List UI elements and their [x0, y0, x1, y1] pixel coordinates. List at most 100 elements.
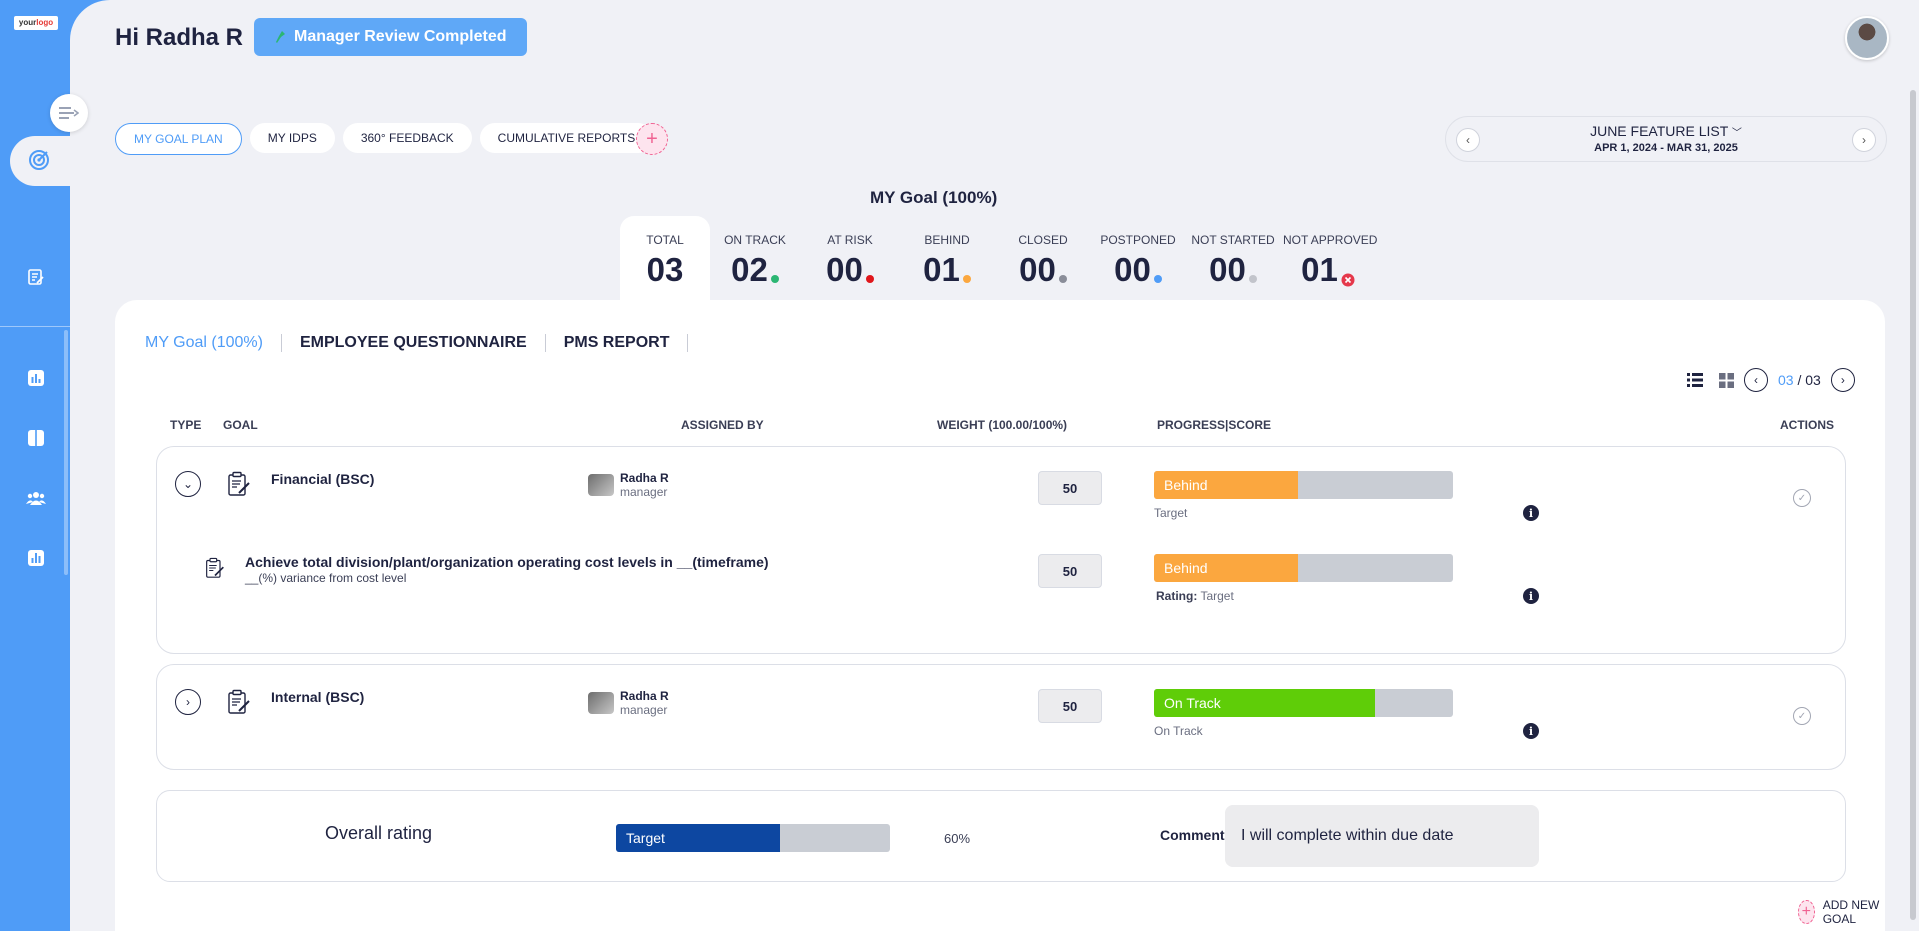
goal-heading: MY Goal (100%)	[870, 188, 998, 207]
col-weight: WEIGHT (100.00/100%)	[937, 418, 1068, 432]
list-view-icon[interactable]	[1687, 373, 1703, 387]
expand-button[interactable]: ›	[175, 689, 201, 715]
sidebar-item-goals[interactable]	[10, 136, 80, 186]
assignee-avatar	[588, 692, 614, 714]
grid-view-icon[interactable]	[1719, 372, 1734, 388]
progress-bar: On Track	[1154, 689, 1453, 717]
page-prev-button[interactable]: ‹	[1744, 368, 1768, 392]
users-icon	[26, 492, 46, 505]
subtab-employee-questionnaire[interactable]: EMPLOYEE QUESTIONNAIRE	[282, 334, 546, 352]
goal-type-icon	[228, 689, 250, 714]
subtab-pms-report[interactable]: PMS REPORT	[546, 334, 689, 352]
sub-weight-field[interactable]: 50	[1038, 554, 1102, 588]
user-avatar[interactable]	[1845, 16, 1889, 60]
info-icon[interactable]: i	[1523, 505, 1539, 521]
weight-field[interactable]: 50	[1038, 471, 1102, 505]
chevron-right-icon: ›	[1862, 133, 1866, 147]
goals-card: MY Goal (100%) EMPLOYEE QUESTIONNAIRE PM…	[115, 300, 1885, 931]
comment-field[interactable]: I will complete within due date	[1225, 805, 1539, 867]
page-scrollbar[interactable]	[1910, 90, 1916, 920]
period-selector: ‹ JUNE FEATURE LIST ﹀ APR 1, 2024 - MAR …	[1445, 116, 1887, 162]
sidebar-item-documents[interactable]	[25, 266, 47, 288]
goal-title[interactable]: Financial (BSC)	[271, 471, 375, 487]
overall-progress-bar: Target	[616, 824, 890, 852]
pin-icon	[276, 31, 285, 43]
sidebar-scrollbar[interactable]	[64, 330, 68, 575]
check-circle-icon[interactable]: ✓	[1793, 489, 1811, 507]
progress-fill: Behind	[1154, 471, 1298, 499]
stat-on-track[interactable]: ON TRACK 02	[724, 233, 786, 288]
period-next-button[interactable]: ›	[1852, 128, 1876, 152]
menu-toggle-icon	[59, 107, 79, 119]
weight-field[interactable]: 50	[1038, 689, 1102, 723]
status-dot	[865, 275, 874, 283]
tab-my-goal-plan[interactable]: MY GOAL PLAN	[115, 123, 242, 155]
stat-total[interactable]: TOTAL 03	[620, 216, 710, 300]
period-prev-button[interactable]: ‹	[1456, 128, 1480, 152]
overall-percent: 60%	[944, 831, 971, 846]
top-tabs: MY GOAL PLAN MY IDPS 360° FEEDBACK CUMUL…	[115, 123, 654, 155]
chevron-right-icon: ›	[186, 695, 190, 709]
overall-rating-row: Overall rating Target 60% Comment I will…	[156, 790, 1846, 882]
collapse-button[interactable]: ⌄	[175, 471, 201, 497]
sidebar-item-analytics[interactable]	[25, 367, 47, 389]
company-logo: yourlogo	[14, 16, 58, 30]
sub-tabs: MY Goal (100%) EMPLOYEE QUESTIONNAIRE PM…	[145, 334, 689, 352]
status-dot	[1248, 275, 1257, 283]
pager: 03 / 03	[1778, 372, 1821, 388]
overall-rating-label: Overall rating	[325, 823, 433, 843]
period-dates: APR 1, 2024 - MAR 31, 2025	[1594, 142, 1738, 154]
plus-icon: +	[646, 127, 658, 150]
sub-goal-icon	[206, 557, 224, 578]
stat-at-risk[interactable]: AT RISK 00	[826, 233, 874, 288]
sidebar-item-team[interactable]	[25, 487, 47, 509]
sidebar-divider	[0, 326, 70, 327]
sidebar-item-reports[interactable]	[25, 547, 47, 569]
add-new-goal-button[interactable]: + ADD NEW GOAL	[1798, 898, 1885, 926]
chevron-down-icon: ⌄	[182, 477, 194, 491]
chevron-right-icon: ›	[1840, 373, 1845, 387]
col-progress: PROGRESS|SCORE	[1157, 418, 1272, 432]
sidebar-item-layout[interactable]	[25, 427, 47, 449]
status-dot	[1058, 275, 1067, 283]
stat-not-started[interactable]: NOT STARTED 00	[1191, 233, 1275, 288]
page-next-button[interactable]: ›	[1830, 368, 1855, 392]
tab-cumulative-reports[interactable]: CUMULATIVE REPORTS	[479, 123, 654, 153]
view-tools: ‹ 03 / 03 ›	[1687, 368, 1855, 392]
info-icon[interactable]: i	[1523, 588, 1539, 604]
not-approved-x-icon	[1341, 273, 1355, 287]
tab-my-idps[interactable]: MY IDPS	[249, 123, 335, 153]
assignee-avatar	[588, 474, 614, 496]
sub-goal-title[interactable]: Achieve total division/plant/organizatio…	[245, 554, 769, 570]
plus-icon: +	[1798, 900, 1815, 924]
stat-behind[interactable]: BEHIND 01	[923, 233, 971, 288]
layout-icon	[28, 430, 44, 446]
progress-caption: Target	[1154, 506, 1188, 520]
stat-closed[interactable]: CLOSED 00	[1018, 233, 1068, 288]
comment-label: Comment	[1160, 827, 1225, 843]
sidebar-toggle-button[interactable]	[50, 94, 88, 132]
review-status-badge: Manager Review Completed	[254, 18, 527, 56]
info-icon[interactable]: i	[1523, 723, 1539, 739]
goal-target-icon	[29, 150, 49, 170]
stat-postponed[interactable]: POSTPONED 00	[1100, 233, 1176, 288]
progress-fill: On Track	[1154, 689, 1376, 717]
sub-progress-bar: Behind	[1154, 554, 1453, 582]
progress-bar: Behind	[1154, 471, 1453, 499]
tab-360-feedback[interactable]: 360° FEEDBACK	[342, 123, 472, 153]
check-circle-icon[interactable]: ✓	[1793, 707, 1811, 725]
goal-title[interactable]: Internal (BSC)	[271, 689, 365, 705]
stat-not-approved[interactable]: NOT APPROVED 01	[1283, 233, 1378, 288]
sidebar: yourlogo	[0, 0, 88, 931]
subtab-my-goal[interactable]: MY Goal (100%)	[145, 334, 282, 352]
add-tab-button[interactable]: +	[636, 123, 668, 155]
period-title[interactable]: JUNE FEATURE LIST ﹀	[1590, 123, 1742, 139]
status-dot	[1153, 275, 1162, 283]
col-goal: GOAL	[223, 418, 258, 432]
chevron-left-icon: ‹	[1754, 373, 1758, 387]
progress-caption: On Track	[1154, 724, 1203, 738]
